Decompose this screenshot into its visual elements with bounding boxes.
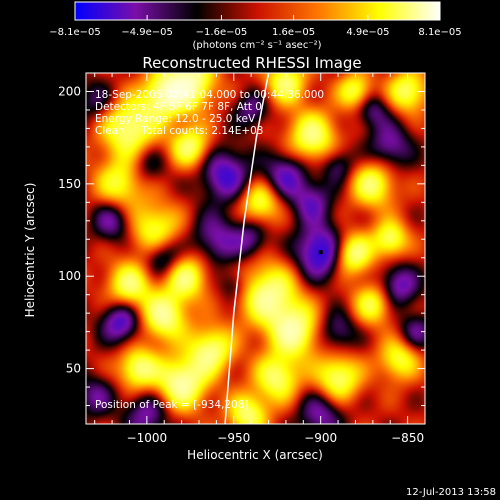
- peak-marker: [318, 250, 323, 255]
- colorbar-tick-label: −1.6e−05: [196, 27, 248, 38]
- plot-frame: [85, 72, 426, 425]
- annotation-time-range: 18-Sep-2005 00:41:04.000 to 00:44:36.000: [95, 89, 324, 101]
- peak-position-label: Position of Peak = [-934,208]: [95, 399, 249, 411]
- x-axis-label: Heliocentric X (arcsec): [187, 448, 323, 462]
- colorbar-gradient: [75, 2, 440, 20]
- y-tick-label: 50: [66, 362, 81, 376]
- annotation-counts: Clean Total counts: 2.14E+03: [95, 125, 264, 137]
- annotation-energy-range: Energy Range: 12.0 - 25.0 keV: [95, 113, 256, 125]
- y-axis: 50 100 150 200: [58, 72, 425, 407]
- x-axis: −1000 −950 −900 −850: [94, 73, 426, 445]
- y-tick-label: 150: [58, 177, 81, 191]
- colorbar-units: (photons cm⁻² s⁻¹ asec⁻²): [192, 40, 321, 51]
- y-tick-label: 200: [58, 84, 81, 98]
- colorbar-tick-label: 4.9e−05: [346, 27, 389, 38]
- x-tick-label: −850: [391, 431, 424, 445]
- timestamp: 12-Jul-2013 13:58: [406, 487, 496, 498]
- chart-title: Reconstructed RHESSI Image: [142, 54, 361, 72]
- colorbar: −8.1e−05 −4.9e−05 −1.6e−05 1.6e−05 4.9e−05 8.…: [49, 1, 462, 51]
- heatmap-image: [86, 73, 425, 424]
- colorbar-tick-label: 1.6e−05: [272, 27, 315, 38]
- x-tick-label: −900: [304, 431, 337, 445]
- annotations: 18-Sep-2005 00:41:04.000 to 00:44:36.000…: [95, 89, 324, 411]
- x-tick-label: −1000: [127, 431, 168, 445]
- colorbar-tick-label: −8.1e−05: [49, 27, 101, 38]
- colorbar-tick-label: −4.9e−05: [121, 27, 173, 38]
- colorbar-tick-label: 8.1e−05: [418, 27, 461, 38]
- y-axis-label: Heliocentric Y (arcsec): [23, 183, 37, 318]
- x-tick-label: −950: [217, 431, 250, 445]
- annotation-detectors: Detectors: 4F 5F 6F 7F 8F, Att 0: [95, 101, 262, 113]
- y-tick-label: 100: [58, 269, 81, 283]
- limb-curve: [224, 73, 270, 424]
- colorbar-border: [74, 1, 441, 21]
